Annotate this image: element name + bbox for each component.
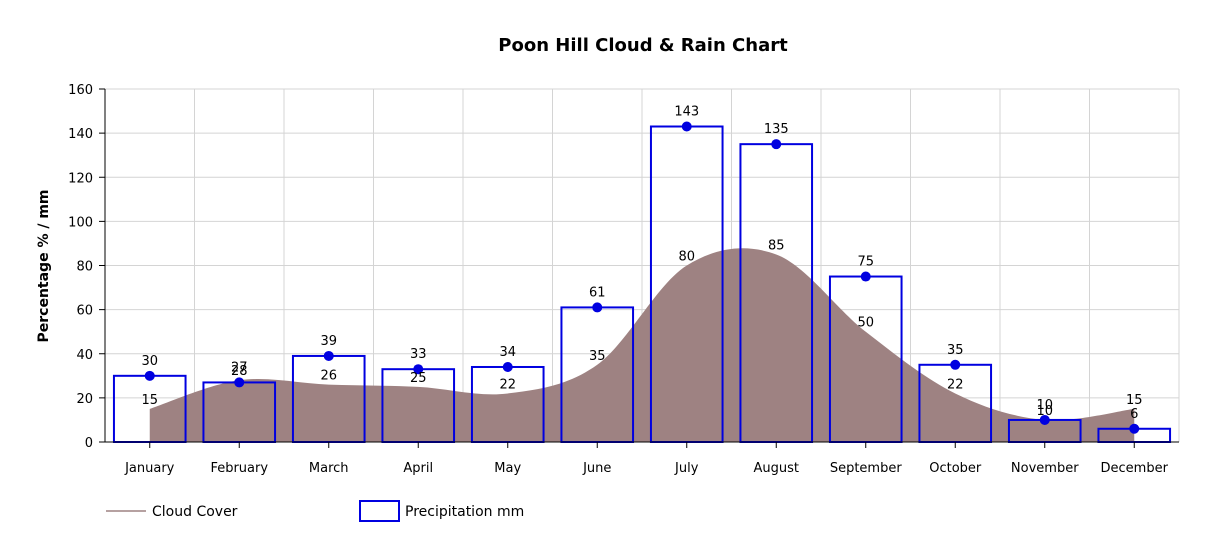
- x-tick-label: February: [210, 461, 268, 476]
- precipitation-point: [681, 121, 692, 132]
- precipitation-data-label: 33: [410, 347, 427, 362]
- precipitation-point: [1129, 423, 1140, 434]
- cloud-cover-data-label: 28: [231, 364, 248, 379]
- precipitation-data-label: 75: [857, 255, 874, 270]
- precipitation-point: [592, 302, 603, 313]
- y-tick-label: 100: [68, 215, 93, 230]
- legend-precipitation-label: Precipitation mm: [405, 504, 524, 520]
- precipitation-point: [771, 139, 782, 150]
- cloud-cover-data-label: 35: [589, 349, 606, 364]
- x-tick-label: November: [1011, 461, 1079, 476]
- precipitation-data-label: 6: [1130, 407, 1138, 422]
- cloud-cover-data-label: 26: [320, 369, 337, 384]
- x-tick-label: October: [929, 461, 982, 476]
- x-tick-label: April: [403, 461, 433, 476]
- cloud-cover-area-path: [149, 248, 1135, 442]
- precipitation-data-label: 39: [320, 334, 337, 349]
- precipitation-point: [413, 364, 424, 375]
- x-tick-label: December: [1101, 461, 1169, 476]
- x-tick-label: June: [582, 461, 611, 476]
- y-tick-label: 0: [85, 436, 93, 451]
- cloud-cover-data-label: 10: [1036, 404, 1053, 419]
- x-tick-label: March: [309, 461, 349, 476]
- precipitation-data-label: 27: [231, 360, 248, 375]
- precipitation-data-label: 143: [674, 105, 699, 120]
- precipitation-data-label: 30: [141, 354, 158, 369]
- cloud-cover-data-label: 22: [499, 377, 516, 392]
- legend: Cloud Cover Precipitation mm: [106, 500, 524, 522]
- precipitation-data-label: 34: [499, 345, 516, 360]
- precipitation-data-label: 35: [947, 343, 964, 358]
- y-tick-label: 120: [68, 171, 93, 186]
- precipitation-data-label: 61: [589, 285, 606, 300]
- y-tick-label: 160: [68, 83, 93, 98]
- y-tick-label: 40: [76, 348, 93, 363]
- x-tick-label: August: [754, 461, 800, 476]
- y-tick-label: 60: [76, 304, 93, 319]
- cloud-cover-data-label: 15: [1126, 393, 1143, 408]
- precipitation-point: [144, 370, 155, 381]
- precipitation-point: [1039, 414, 1050, 425]
- y-tick-label: 80: [76, 260, 93, 275]
- precipitation-point: [323, 350, 334, 361]
- cloud-cover-area: [149, 248, 1135, 442]
- precipitation-data-label: 135: [764, 122, 789, 137]
- legend-cloud-cover-label: Cloud Cover: [152, 504, 238, 520]
- cloud-cover-data-label: 85: [768, 238, 785, 253]
- cloud-cover-data-label: 25: [410, 371, 427, 386]
- x-tick-label: May: [494, 461, 521, 476]
- cloud-cover-data-label: 80: [678, 250, 695, 265]
- cloud-cover-data-label: 15: [141, 393, 158, 408]
- x-tick-label: July: [674, 461, 699, 476]
- precipitation-point: [234, 377, 245, 388]
- x-tick-label: January: [124, 461, 175, 476]
- cloud-cover-data-label: 50: [857, 316, 874, 331]
- chart-title: Poon Hill Cloud & Rain Chart: [498, 35, 788, 56]
- axes: 0 20 40 60 80 100 120 140 160 January February Marc…: [68, 83, 1179, 476]
- x-tick-label: September: [830, 461, 903, 476]
- precipitation-point: [950, 359, 961, 370]
- precipitation-data-label: 10: [1036, 398, 1053, 413]
- y-tick-label: 140: [68, 127, 93, 142]
- precipitation-point: [502, 361, 513, 372]
- y-tick-label: 20: [76, 392, 93, 407]
- grid: [104, 88, 1180, 443]
- cloud-cover-data-label: 22: [947, 377, 964, 392]
- legend-precipitation-swatch: [359, 500, 400, 522]
- precipitation-point: [860, 271, 871, 282]
- y-axis-label: Percentage % / mm: [36, 189, 52, 342]
